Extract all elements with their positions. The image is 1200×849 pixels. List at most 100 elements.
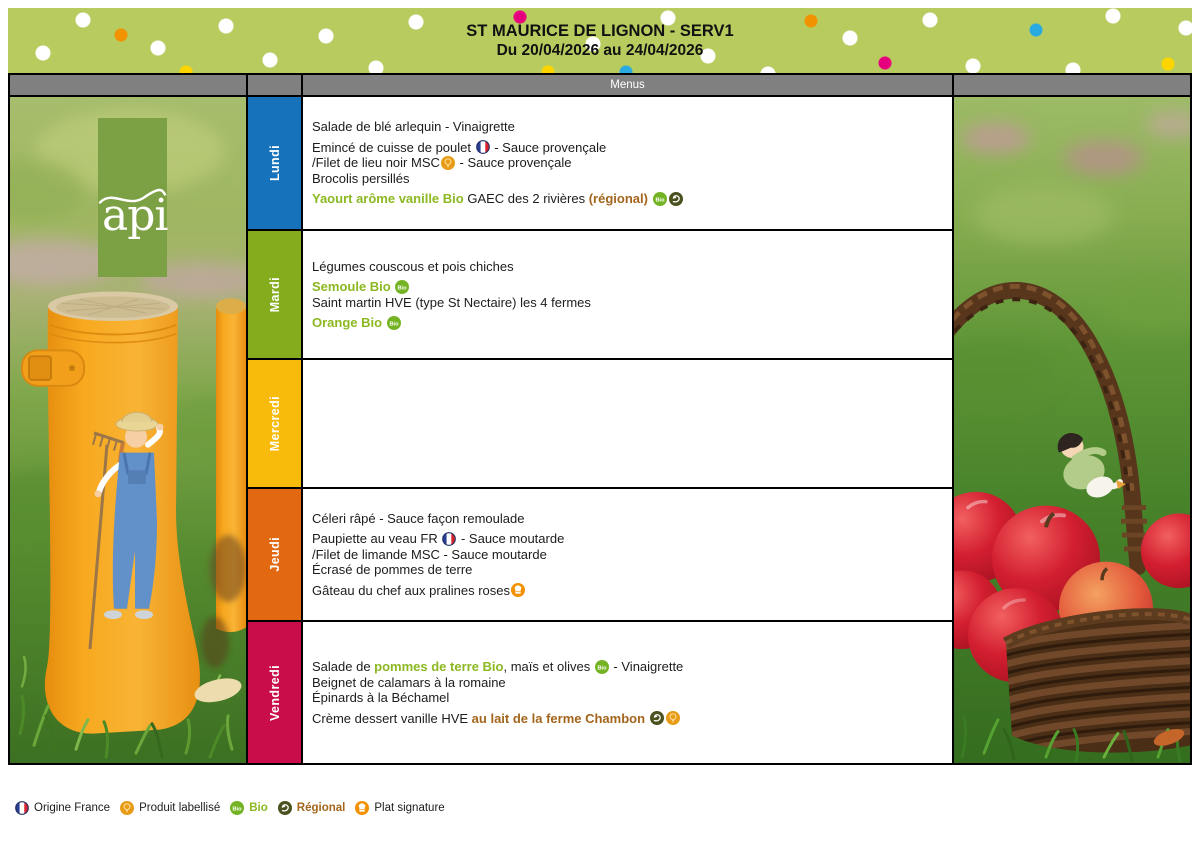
api-wave-icon xyxy=(98,188,167,204)
menu-item-text: au lait de la ferme Chambon xyxy=(471,710,646,726)
day-label: Lundi xyxy=(267,144,282,181)
legend-item: Origine France xyxy=(14,801,110,815)
menu-table: Menus xyxy=(8,73,1192,765)
svg-text:Bio: Bio xyxy=(389,321,399,327)
menu-line: Paupiette au veau FR - Sauce moutarde xyxy=(312,531,940,547)
legend-label: Plat signature xyxy=(374,802,445,814)
header-cell-menus: Menus xyxy=(303,75,952,95)
menu-line: Orange Bio Bio xyxy=(312,315,940,331)
france-icon xyxy=(442,531,457,546)
menu-line: Yaourt arôme vanille Bio GAEC des 2 rivi… xyxy=(312,191,940,207)
menu-item-text: Brocolis persillés xyxy=(312,170,410,186)
banner: ST MAURICE DE LIGNON - SERV1 Du 20/04/20… xyxy=(8,8,1192,73)
bio-icon: Bio xyxy=(594,659,609,674)
menu-cell-jeudi: Céleri râpé - Sauce façon remoulade Paupi… xyxy=(303,489,952,620)
menu-line: Gâteau du chef aux pralines roses xyxy=(312,583,940,599)
legend-item: Régional xyxy=(277,801,346,815)
menu-item-text xyxy=(648,191,652,206)
menu-item-text: Épinards à la Béchamel xyxy=(312,690,450,705)
menu-item-text: Orange Bio xyxy=(312,315,383,330)
legend-label: Bio xyxy=(249,802,268,814)
menu-line: Salade de blé arlequin - Vinaigrette xyxy=(312,119,940,135)
legend-label: Origine France xyxy=(34,802,111,814)
menu-cell-mardi: Légumes couscous et pois chiches Semoule … xyxy=(303,231,952,358)
france-icon xyxy=(15,801,29,815)
header-cell-left xyxy=(10,75,246,95)
menu-line: Légumes couscous et pois chiches xyxy=(312,259,940,275)
menu-cell-mercredi xyxy=(303,360,952,487)
menu-item-text xyxy=(391,279,395,294)
bio-icon: Bio xyxy=(395,279,410,294)
day-label: Vendredi xyxy=(267,664,282,721)
menu-item-text xyxy=(382,315,386,330)
menu-line: Emincé de cuisse de poulet - Sauce prove… xyxy=(312,140,940,156)
menu-item-text: (régional) xyxy=(588,191,648,207)
menu-item-text: Emincé de cuisse de poulet xyxy=(312,139,475,155)
menu-item-text: GAEC des 2 rivières xyxy=(463,191,589,207)
page-title: ST MAURICE DE LIGNON - SERV1 xyxy=(466,22,734,40)
menu-item-text: - Sauce moutarde xyxy=(457,531,565,547)
menu-item-text: Semoule Bio xyxy=(312,279,391,294)
menu-cell-vendredi: Salade de pommes de terre Bio, maïs et o… xyxy=(303,622,952,763)
menu-line: /Filet de limande MSC - Sauce moutarde xyxy=(312,547,940,563)
menu-line: Semoule Bio Bio xyxy=(312,279,940,295)
regional-icon xyxy=(649,711,664,725)
menu-line: Céleri râpé - Sauce façon remoulade xyxy=(312,511,940,527)
menu-item-text: /Filet de lieu noir MSC xyxy=(312,155,440,171)
menu-line: Épinards à la Béchamel xyxy=(312,690,940,706)
legend-item: Plat signature xyxy=(354,801,445,815)
label-icon xyxy=(665,711,680,725)
svg-text:Bio: Bio xyxy=(597,665,607,671)
regional-icon xyxy=(277,801,292,815)
menu-item-text: Yaourt arôme vanille Bio xyxy=(312,191,464,207)
menu-item-text: Salade de xyxy=(312,659,375,674)
day-tab-lundi: Lundi xyxy=(248,97,301,229)
menu-item-text: Salade de blé arlequin - Vinaigrette xyxy=(312,119,515,135)
svg-text:Bio: Bio xyxy=(655,197,665,203)
menu-item-text: - Sauce provençale xyxy=(455,155,572,171)
api-logo-text: api xyxy=(102,190,168,241)
bio-icon: Bio xyxy=(652,191,667,206)
bio-icon: Bio xyxy=(230,801,245,815)
date-range: Du 20/04/2026 au 24/04/2026 xyxy=(496,42,704,59)
menu-line: Saint martin HVE (type St Nectaire) les … xyxy=(312,295,940,311)
menu-line: Brocolis persillés xyxy=(312,171,940,187)
signature-icon xyxy=(511,583,526,598)
legend-item: Bio Bio xyxy=(229,801,268,815)
header-cell-days xyxy=(248,75,301,95)
menu-line: Écrasé de pommes de terre xyxy=(312,562,940,578)
menu-item-text: Écrasé de pommes de terre xyxy=(312,562,473,578)
legend-label: Produit labellisé xyxy=(139,802,221,814)
day-tab-vendredi: Vendredi xyxy=(248,622,301,763)
menu-item-text: Légumes couscous et pois chiches xyxy=(312,258,514,274)
label-icon xyxy=(120,801,135,815)
day-tab-mardi: Mardi xyxy=(248,231,301,358)
regional-icon xyxy=(668,191,683,206)
label-icon xyxy=(440,155,455,170)
day-label: Jeudi xyxy=(267,537,282,572)
header-cell-right xyxy=(954,75,1190,95)
menu-item-text: Gâteau du chef aux pralines roses xyxy=(312,582,511,598)
day-tab-mercredi: Mercredi xyxy=(248,360,301,487)
menu-item-text: Paupiette au veau FR xyxy=(312,531,442,547)
menu-item-text: Céleri râpé - Sauce façon remoulade xyxy=(312,510,525,526)
menu-item-text: pommes de terre Bio xyxy=(374,659,504,674)
bio-icon: Bio xyxy=(386,315,401,330)
svg-text:Bio: Bio xyxy=(398,285,408,291)
menu-item-text: , maïs et olives xyxy=(503,659,594,674)
day-label: Mercredi xyxy=(267,395,282,452)
svg-text:Bio: Bio xyxy=(233,806,243,812)
menu-item-text xyxy=(645,711,649,726)
left-photo: api xyxy=(10,97,246,763)
day-label: Mardi xyxy=(267,276,282,313)
menus-header-label: Menus xyxy=(610,79,645,91)
menu-line: Beignet de calamars à la romaine xyxy=(312,675,940,691)
right-photo xyxy=(954,97,1190,763)
legend: Origine France Produit labellisé Bio Bio Rég… xyxy=(14,801,454,815)
day-tab-jeudi: Jeudi xyxy=(248,489,301,620)
menu-line: Crème dessert vanille HVE au lait de la … xyxy=(312,711,940,727)
signature-icon xyxy=(355,801,370,815)
legend-label: Régional xyxy=(296,802,346,814)
menu-cell-lundi: Salade de blé arlequin - Vinaigrette Emin… xyxy=(303,97,952,229)
legend-item: Produit labellisé xyxy=(119,801,220,815)
